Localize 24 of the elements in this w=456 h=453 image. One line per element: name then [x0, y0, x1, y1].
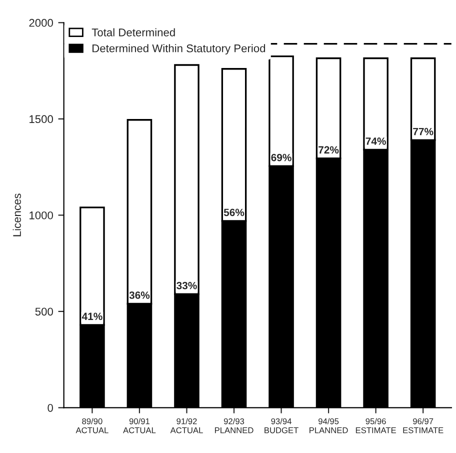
x-tick-label: 91/92 ACTUAL — [170, 418, 203, 434]
legend-label: Determined Within Statutory Period — [92, 44, 266, 54]
annotation: 69% — [271, 154, 292, 162]
x-tick-label: 93/94 BUDGET — [264, 418, 298, 434]
annotation: 74% — [366, 138, 386, 145]
y-tick-label: 1000 — [30, 211, 53, 220]
y-tick-label: 0 — [48, 404, 53, 412]
x-tick-label: 94/95 PLANNED — [310, 418, 348, 434]
x-tick-label: 96/97 ESTIMATE — [403, 418, 444, 434]
annotation: 41% — [82, 312, 102, 320]
annotation: 36% — [129, 292, 150, 299]
legend-label: Total Determined — [92, 28, 175, 36]
x-tick-label: 90/91 ACTUAL — [123, 418, 156, 434]
annotation: 56% — [224, 208, 244, 216]
annotation: 77% — [413, 128, 434, 136]
y-axis-title: Licences — [12, 194, 21, 236]
x-tick-label: 92/93 PLANNED — [215, 418, 254, 434]
annotation: 33% — [176, 282, 197, 290]
y-tick-label: 1500 — [30, 115, 53, 124]
x-tick-label: 89/90 ACTUAL — [76, 418, 108, 434]
annotation: 72% — [318, 146, 339, 154]
y-tick-label: 500 — [35, 308, 53, 316]
x-tick-label: 95/96 ESTIMATE — [356, 418, 396, 434]
y-tick-label: 2000 — [29, 18, 53, 27]
